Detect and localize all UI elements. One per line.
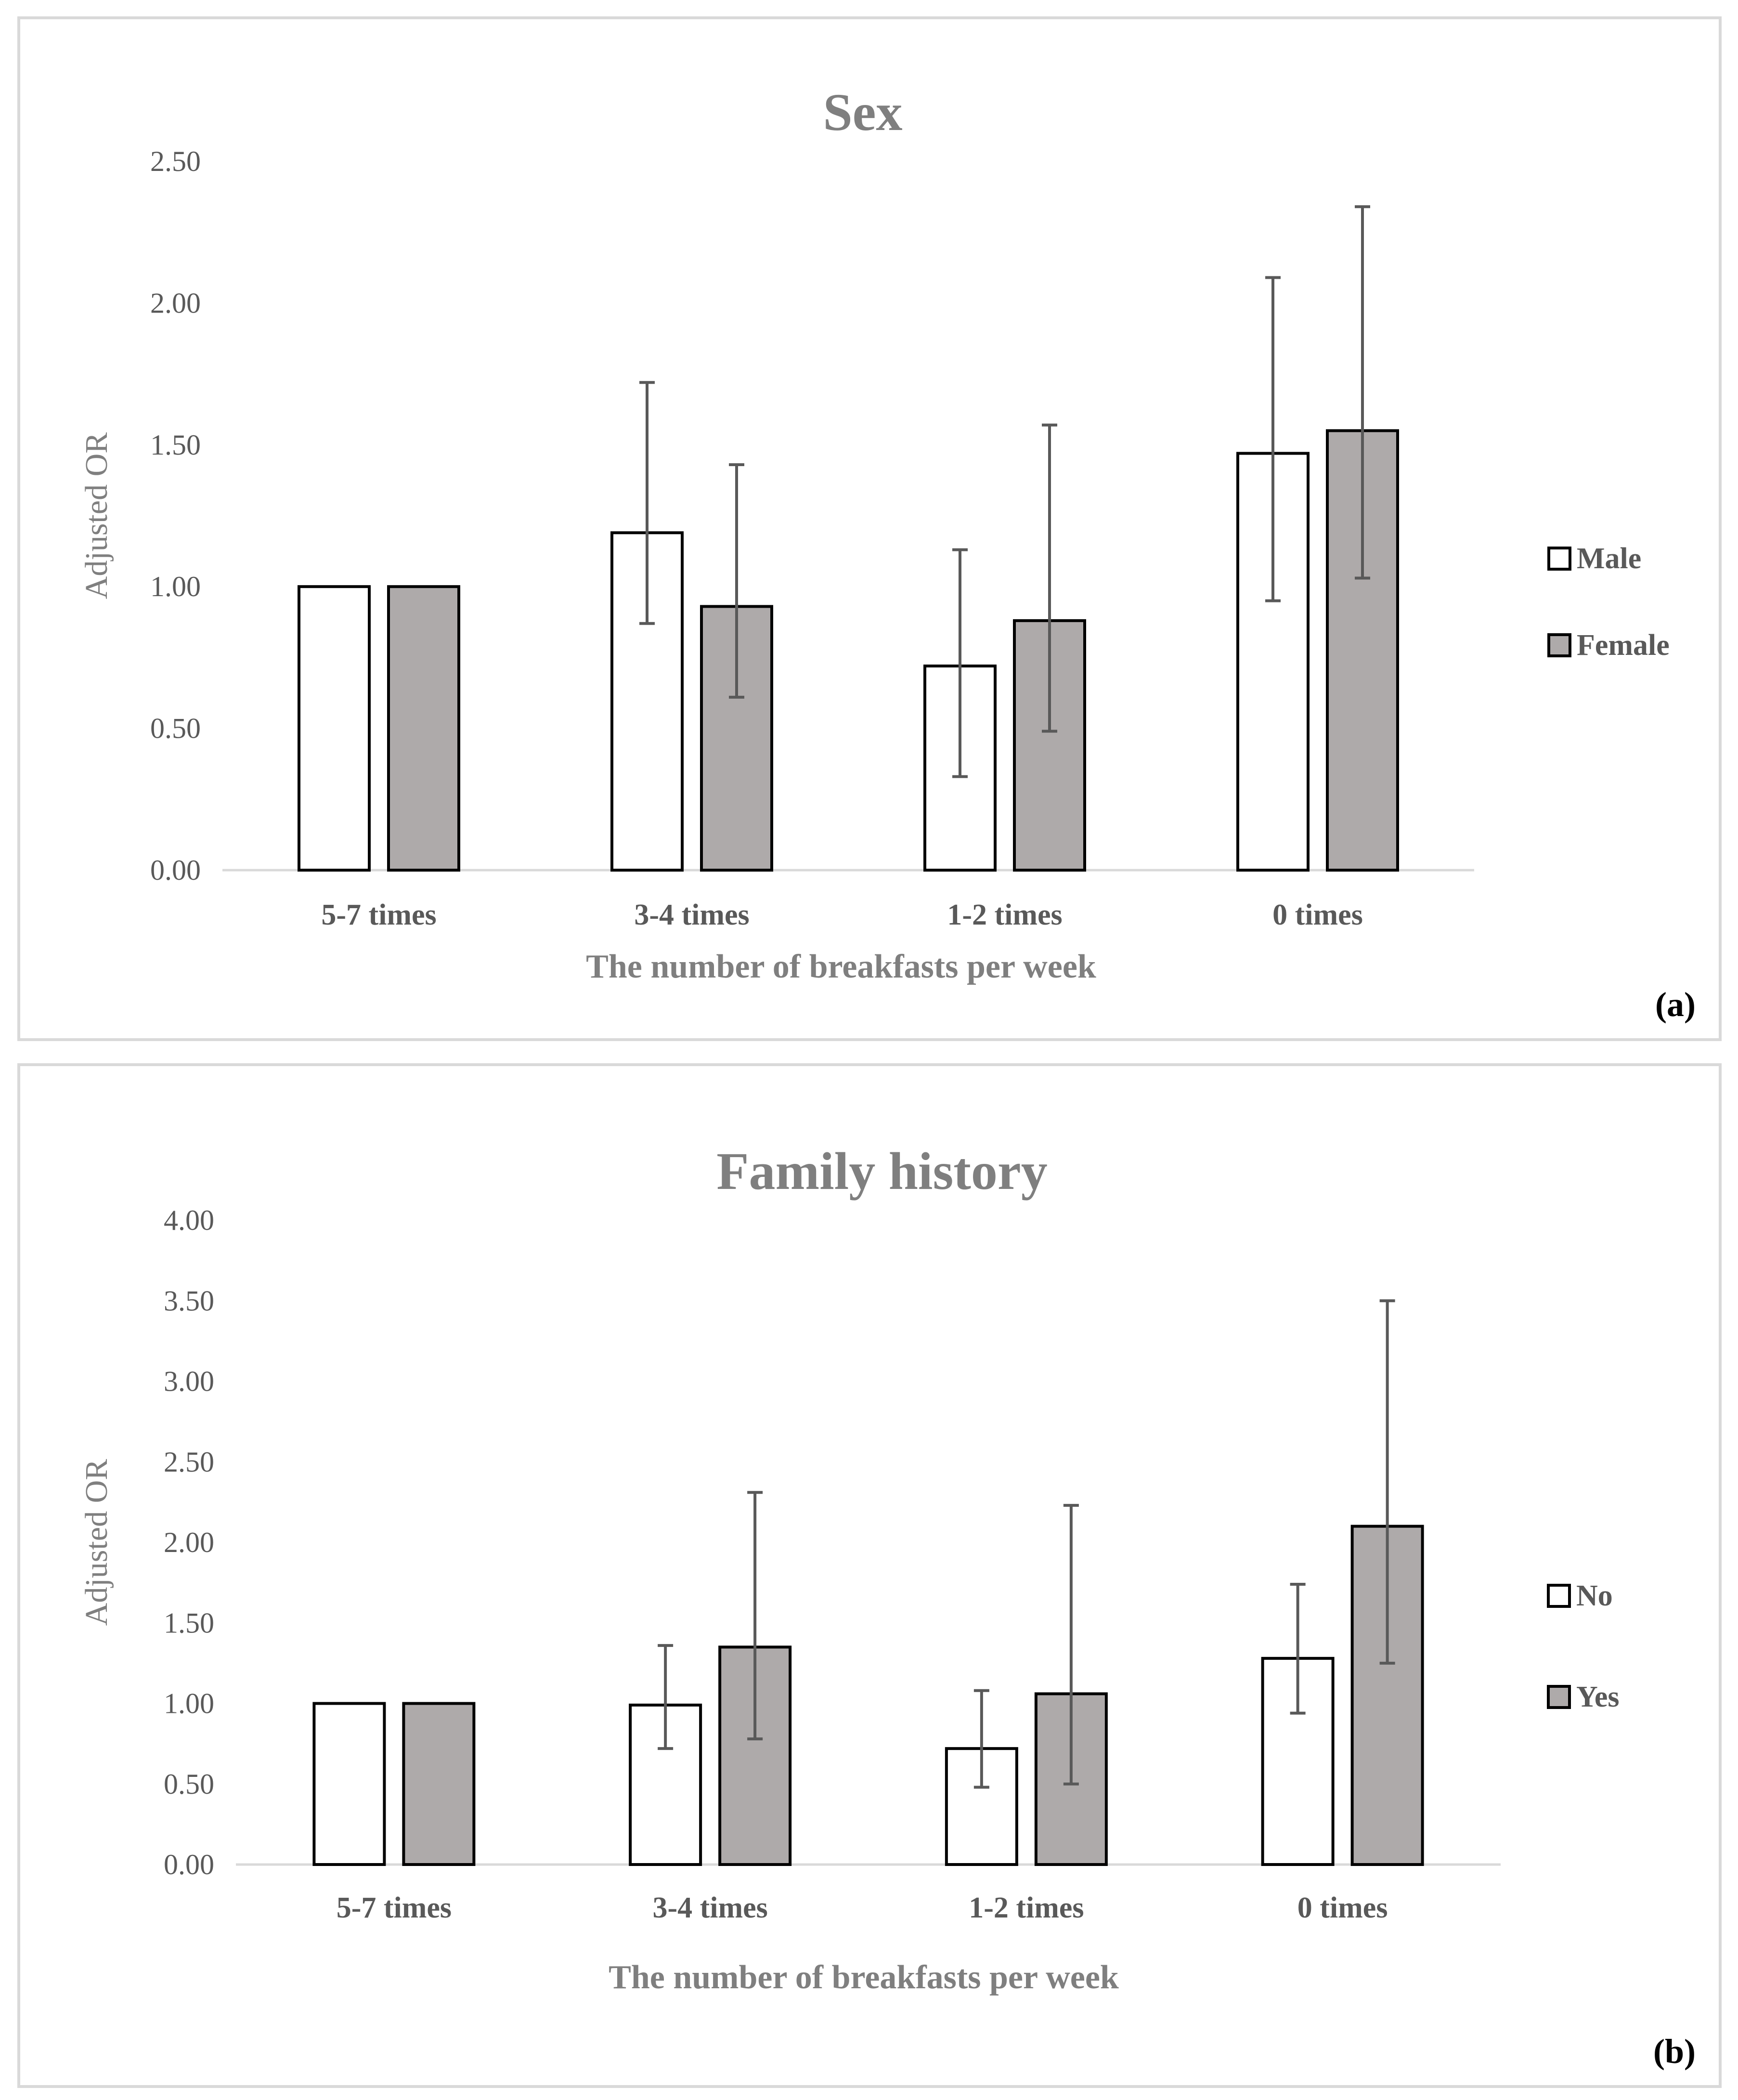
x-axis-label: The number of breakfasts per week: [609, 1959, 1119, 1996]
legend-label-yes: Yes: [1576, 1681, 1620, 1713]
x-category-label: 1-2 times: [947, 899, 1062, 931]
bar-male-5-7-times: [298, 585, 371, 872]
y-tick-label: 0.50: [164, 1768, 214, 1800]
y-tick-label: 2.00: [150, 287, 201, 319]
y-tick-label: 3.00: [164, 1366, 214, 1397]
panel-label: (b): [1653, 2032, 1696, 2071]
y-axis-label: Adjusted OR: [79, 432, 114, 600]
y-tick-label: 0.00: [164, 1849, 214, 1880]
legend-swatch-male: [1547, 547, 1571, 571]
bar-female-5-7-times: [387, 585, 460, 872]
legend-label-no: No: [1576, 1579, 1613, 1612]
legend-swatch-no: [1547, 1584, 1571, 1608]
y-tick-label: 0.00: [150, 854, 201, 886]
x-category-label: 3-4 times: [634, 899, 749, 931]
x-category-label: 5-7 times: [337, 1891, 452, 1924]
panel-label: (a): [1655, 985, 1696, 1024]
x-category-label: 5-7 times: [321, 899, 436, 931]
bar-yes-5-7-times: [402, 1702, 476, 1866]
chart-panel-sex: Sex 0.00 0.50 1.00 1.50 2.00 2.50 Adjusted OR 5-…: [17, 16, 1722, 1041]
bar-no-5-7-times: [312, 1702, 386, 1866]
x-axis-label: The number of breakfasts per week: [586, 948, 1096, 985]
y-tick-label: 3.50: [164, 1285, 214, 1317]
x-category-label: 0 times: [1297, 1891, 1388, 1924]
y-tick-label: 1.50: [164, 1607, 214, 1639]
sex-chart: Sex 0.00 0.50 1.00 1.50 2.00 2.50 Adjusted OR 5-…: [79, 83, 1696, 1024]
y-axis-label: Adjusted OR: [79, 1459, 114, 1626]
x-category-label: 3-4 times: [652, 1891, 767, 1924]
x-category-label: 0 times: [1272, 899, 1363, 931]
legend-label-female: Female: [1577, 629, 1670, 662]
y-tick-label: 2.50: [164, 1446, 214, 1478]
y-tick-label: 2.50: [150, 145, 201, 177]
chart-title: Sex: [823, 83, 903, 142]
legend-swatch-yes: [1547, 1685, 1571, 1709]
y-tick-label: 2.00: [164, 1526, 214, 1558]
legend-label-male: Male: [1577, 542, 1641, 575]
y-tick-label: 1.00: [150, 571, 201, 602]
y-tick-label: 4.00: [164, 1204, 214, 1236]
y-tick-label: 1.50: [150, 429, 201, 461]
chart-panel-family-history: Family history 0.00 0.50 1.00 1.50 2.00 2.50 3.…: [17, 1063, 1722, 2088]
chart-title: Family history: [716, 1142, 1047, 1200]
legend-swatch-female: [1547, 633, 1571, 657]
x-category-label: 1-2 times: [969, 1891, 1084, 1924]
y-tick-label: 0.50: [150, 713, 201, 744]
family-history-chart: Family history 0.00 0.50 1.00 1.50 2.00 2.50 3.…: [79, 1142, 1696, 2071]
y-tick-label: 1.00: [164, 1688, 214, 1720]
